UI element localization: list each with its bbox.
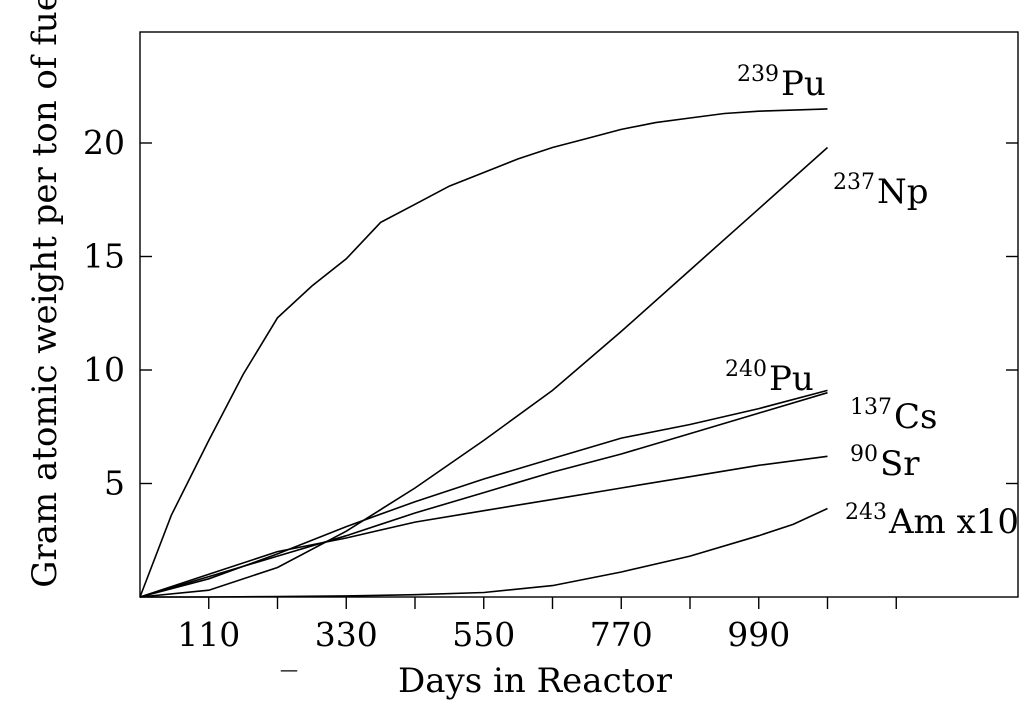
series-line-am-x10-243 bbox=[140, 507, 828, 598]
stray-mark: _ bbox=[281, 633, 298, 673]
y-tick-label: 10 bbox=[83, 350, 125, 389]
series-label-np-237: 237Np bbox=[833, 170, 929, 212]
series-lines bbox=[139, 108, 829, 598]
series-label-symbol: Am x10 bbox=[888, 502, 1019, 542]
x-axis-title: Days in Reactor bbox=[398, 661, 673, 701]
series-label-symbol: Np bbox=[877, 172, 929, 212]
x-tick-label: 770 bbox=[590, 615, 653, 654]
plot-frame bbox=[139, 31, 1019, 598]
series-label-mass: 240 bbox=[725, 357, 767, 382]
series-label-mass: 90 bbox=[850, 442, 878, 467]
series-line-sr-90 bbox=[139, 455, 828, 598]
x-tick-label: 550 bbox=[452, 615, 515, 654]
x-axis-ticks: 110 330 550 770 990 bbox=[177, 597, 897, 654]
series-label-cs-137: 137Cs bbox=[850, 395, 937, 437]
y-axis-title: Gram atomic weight per ton of fuel bbox=[25, 0, 65, 588]
series-label-pu-240: 240Pu bbox=[725, 357, 814, 399]
series-label-symbol: Cs bbox=[894, 397, 937, 437]
x-tick-label: 990 bbox=[727, 615, 790, 654]
series-label-mass: 243 bbox=[845, 500, 887, 525]
x-tick-label: 110 bbox=[177, 615, 240, 654]
y-tick-label: 15 bbox=[83, 237, 125, 276]
series-label-pu-239: 239Pu bbox=[737, 62, 826, 104]
x-tick-label: 330 bbox=[315, 615, 378, 654]
y-tick-label: 5 bbox=[104, 464, 125, 503]
series-label-sr-90: 90Sr bbox=[850, 442, 920, 484]
series-label-symbol: Pu bbox=[769, 359, 814, 399]
series-label-symbol: Sr bbox=[880, 444, 920, 484]
series-label-mass: 239 bbox=[737, 62, 779, 87]
series-label-am-x10-243: 243Am x10 bbox=[845, 500, 1019, 542]
series-line-cs-137 bbox=[139, 391, 828, 598]
y-tick-label: 20 bbox=[83, 123, 125, 162]
series-line-np-237 bbox=[139, 146, 829, 598]
series-label-mass: 237 bbox=[833, 170, 875, 195]
series-label-symbol: Pu bbox=[781, 64, 826, 104]
y-axis-ticks: 5 10 15 20 bbox=[83, 123, 1018, 503]
series-label-mass: 137 bbox=[850, 395, 892, 420]
series-line-pu-239 bbox=[139, 108, 828, 598]
